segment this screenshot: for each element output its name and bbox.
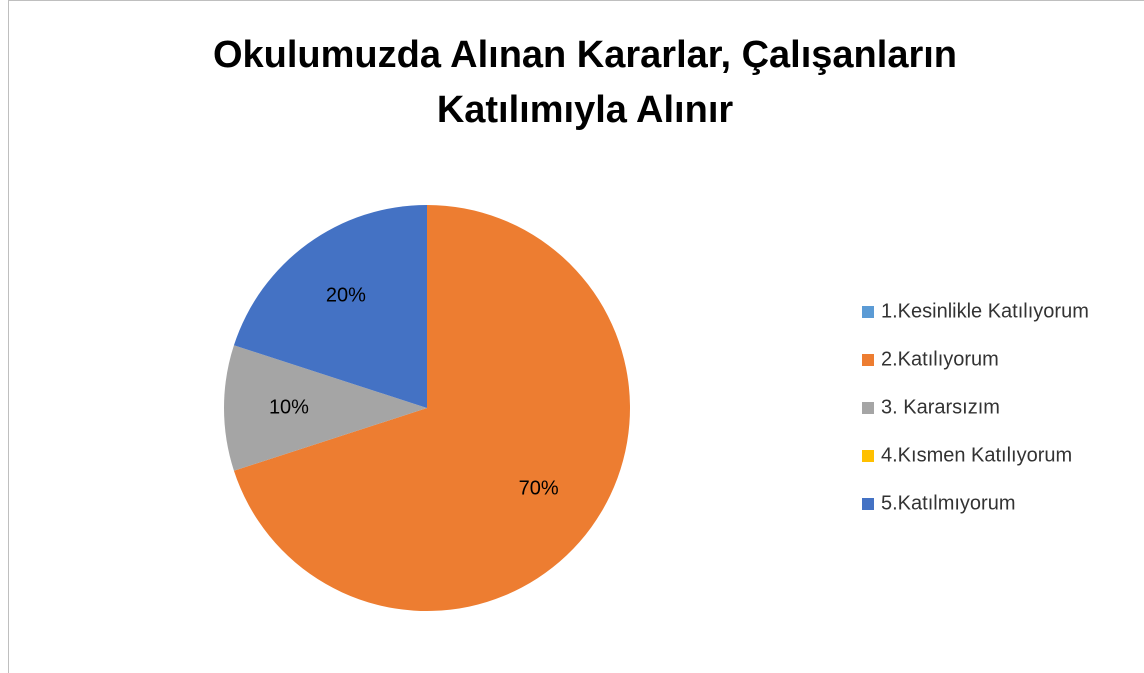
- chart-border: [8, 0, 1144, 673]
- legend-label: 3. Kararsızım: [881, 396, 1000, 418]
- data-label: 10%: [269, 396, 309, 418]
- legend-swatch: [862, 306, 874, 318]
- legend-label: 2.Katılıyorum: [881, 348, 999, 370]
- chart-title: Okulumuzda Alınan Kararlar, Çalışanların…: [212, 34, 958, 131]
- legend-swatch: [862, 402, 874, 414]
- legend-label: 5.Katılmıyorum: [881, 492, 1015, 514]
- legend-swatch: [862, 450, 874, 462]
- legend-label: 4.Kısmen Katılıyorum: [881, 444, 1072, 466]
- data-label: 20%: [326, 285, 366, 307]
- data-label: 70%: [519, 477, 559, 499]
- pie-slice: [233, 205, 427, 408]
- pie-slice: [224, 345, 427, 471]
- legend-swatch: [862, 498, 874, 510]
- legend-swatch: [862, 354, 874, 366]
- legend-label: 1.Kesinlikle Katılıyorum: [881, 300, 1089, 322]
- pie-slice: [233, 205, 630, 611]
